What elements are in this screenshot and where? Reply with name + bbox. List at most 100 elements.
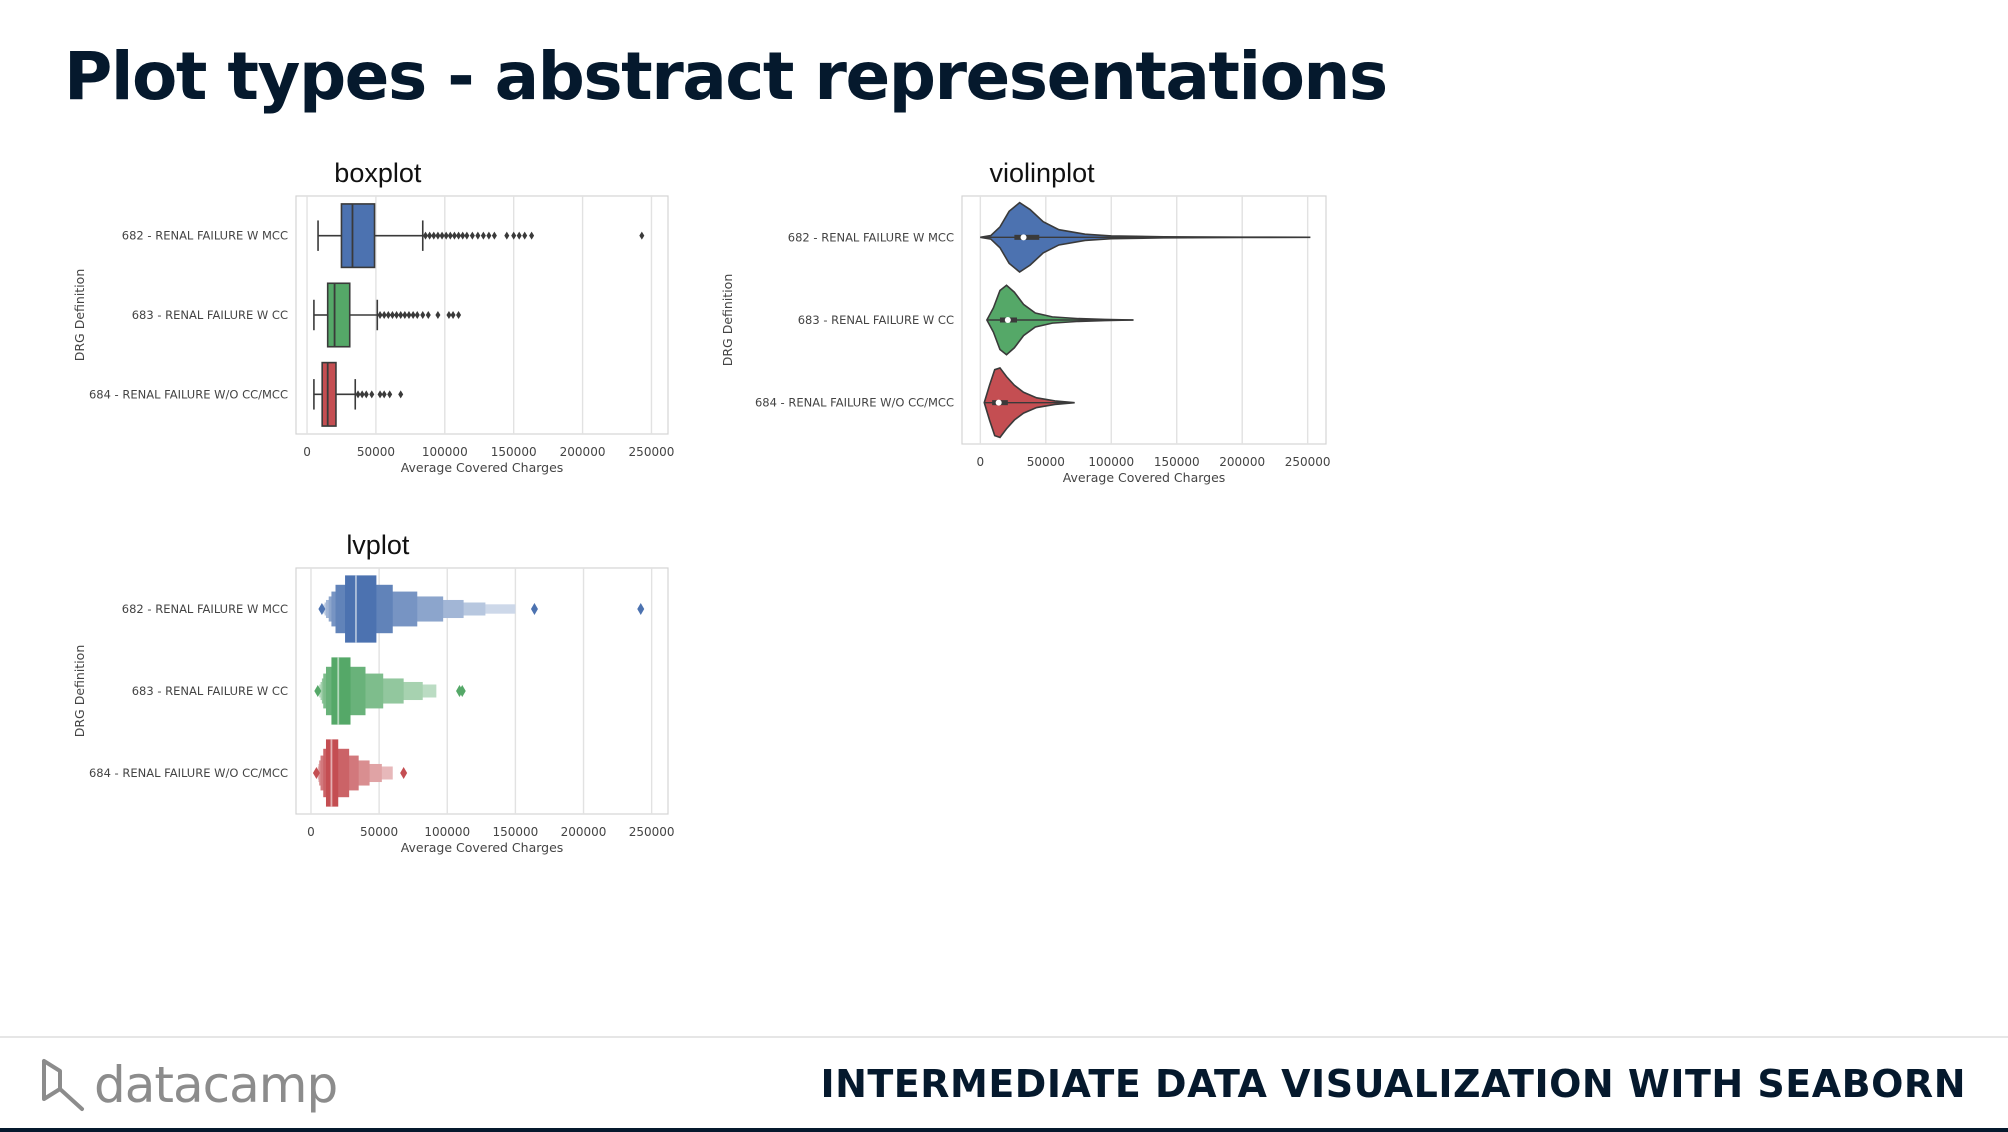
outlier-point <box>637 603 645 615</box>
outlier-point <box>363 390 369 399</box>
outlier-point <box>431 231 437 240</box>
outlier-point <box>423 231 429 240</box>
outlier-point <box>359 390 365 399</box>
box <box>326 282 351 348</box>
x-tick-label: 200000 <box>561 825 607 839</box>
outlier-point <box>486 231 492 240</box>
box <box>321 361 337 427</box>
outlier-point <box>446 311 452 319</box>
outlier-point <box>475 231 481 240</box>
outlier-point <box>314 685 322 697</box>
violin-median <box>995 399 1002 406</box>
outlier-point <box>427 231 433 240</box>
x-axis-label: Average Covered Charges <box>401 460 564 475</box>
outlier-point <box>387 390 393 399</box>
outlier-point <box>504 231 510 240</box>
outlier-point <box>420 311 426 319</box>
outlier-point <box>394 311 400 319</box>
outlier-point <box>456 231 462 240</box>
outlier-point <box>491 231 497 240</box>
chart-title: violinplot <box>990 158 1096 188</box>
y-axis-label: DRG Definition <box>72 269 87 362</box>
outlier-point <box>398 311 404 319</box>
logo-text: datacamp <box>94 1056 338 1114</box>
datacamp-logo-icon <box>42 1059 84 1111</box>
outlier-point <box>469 231 475 240</box>
x-tick-label: 0 <box>977 455 985 469</box>
outlier-point <box>435 311 441 319</box>
x-tick-label: 0 <box>307 825 315 839</box>
outlier-point <box>522 231 528 240</box>
box <box>340 203 376 269</box>
outlier-point <box>480 231 486 240</box>
outlier-point <box>406 311 412 319</box>
x-tick-label: 200000 <box>560 445 606 459</box>
x-tick-label: 200000 <box>1219 455 1265 469</box>
box-chart: boxplot 0 50000 100000 150000 200000 250000 Ave… <box>72 158 674 475</box>
outlier-point <box>529 231 535 240</box>
y-axis-label: DRG Definition <box>720 274 735 367</box>
outlier-point <box>400 767 408 779</box>
outlier-point <box>312 767 320 779</box>
outlier-point <box>369 390 375 399</box>
violin-iqr <box>1014 234 1040 240</box>
outlier-point <box>318 603 326 615</box>
outlier-point <box>450 311 456 319</box>
outlier-point <box>516 231 522 240</box>
y-tick-label: 683 - RENAL FAILURE W CC <box>132 308 288 322</box>
outlier-point <box>381 390 387 399</box>
chart-title: lvplot <box>346 530 410 560</box>
outlier-point <box>377 311 383 319</box>
outlier-point <box>402 311 408 319</box>
outlier-point <box>381 311 387 319</box>
violin-median <box>1004 317 1011 323</box>
outlier-point <box>435 231 441 240</box>
outlier-point <box>447 231 453 240</box>
x-tick-label: 150000 <box>491 445 537 459</box>
x-tick-label: 250000 <box>629 445 675 459</box>
outlier-point <box>398 390 404 399</box>
letter-value-box <box>345 575 377 643</box>
y-tick-label: 682 - RENAL FAILURE W MCC <box>122 229 288 243</box>
x-tick-label: 50000 <box>360 825 398 839</box>
letter-value-box <box>331 657 351 725</box>
outlier-point <box>460 231 466 240</box>
outlier-point <box>385 311 391 319</box>
x-tick-label: 100000 <box>422 445 468 459</box>
y-tick-label: 684 - RENAL FAILURE W/O CC/MCC <box>89 766 288 780</box>
outlier-point <box>639 231 645 240</box>
x-tick-label: 0 <box>303 445 311 459</box>
outlier-point <box>377 390 383 399</box>
outlier-point <box>464 231 470 240</box>
outlier-point <box>410 311 416 319</box>
outlier-point <box>439 231 445 240</box>
outlier-point <box>530 603 538 615</box>
outlier-point <box>456 311 462 319</box>
violin-median <box>1020 234 1027 241</box>
y-tick-label: 684 - RENAL FAILURE W/O CC/MCC <box>89 387 288 401</box>
x-axis-label: Average Covered Charges <box>401 840 564 855</box>
outlier-point <box>425 311 431 319</box>
x-tick-label: 50000 <box>1027 455 1065 469</box>
slide-title: Plot types - abstract representations <box>64 38 1388 115</box>
charts-canvas: boxplot 0 50000 100000 150000 200000 250000 Ave… <box>72 158 1331 855</box>
y-axis-label: DRG Definition <box>72 645 87 738</box>
x-tick-label: 150000 <box>1154 455 1200 469</box>
footer-divider <box>0 1036 2008 1038</box>
lv-chart: lvplot 0 50000 100000 150000 200000 250000 Aver… <box>72 530 675 855</box>
y-tick-label: 684 - RENAL FAILURE W/O CC/MCC <box>755 396 954 410</box>
x-tick-label: 50000 <box>357 445 395 459</box>
outlier-point <box>355 390 361 399</box>
outlier-point <box>443 231 449 240</box>
datacamp-logo: datacamp <box>40 1050 338 1120</box>
violin-chart: violinplot 0 50000 100000 150000 200000 250000… <box>720 158 1331 485</box>
outlier-point <box>389 311 395 319</box>
y-tick-label: 682 - RENAL FAILURE W MCC <box>788 230 954 244</box>
chart-title: boxplot <box>334 158 422 188</box>
x-tick-label: 150000 <box>492 825 538 839</box>
y-tick-label: 683 - RENAL FAILURE W CC <box>798 313 954 327</box>
x-tick-label: 250000 <box>1285 455 1331 469</box>
outlier-point <box>451 231 457 240</box>
x-tick-label: 100000 <box>1088 455 1134 469</box>
x-tick-label: 250000 <box>629 825 675 839</box>
